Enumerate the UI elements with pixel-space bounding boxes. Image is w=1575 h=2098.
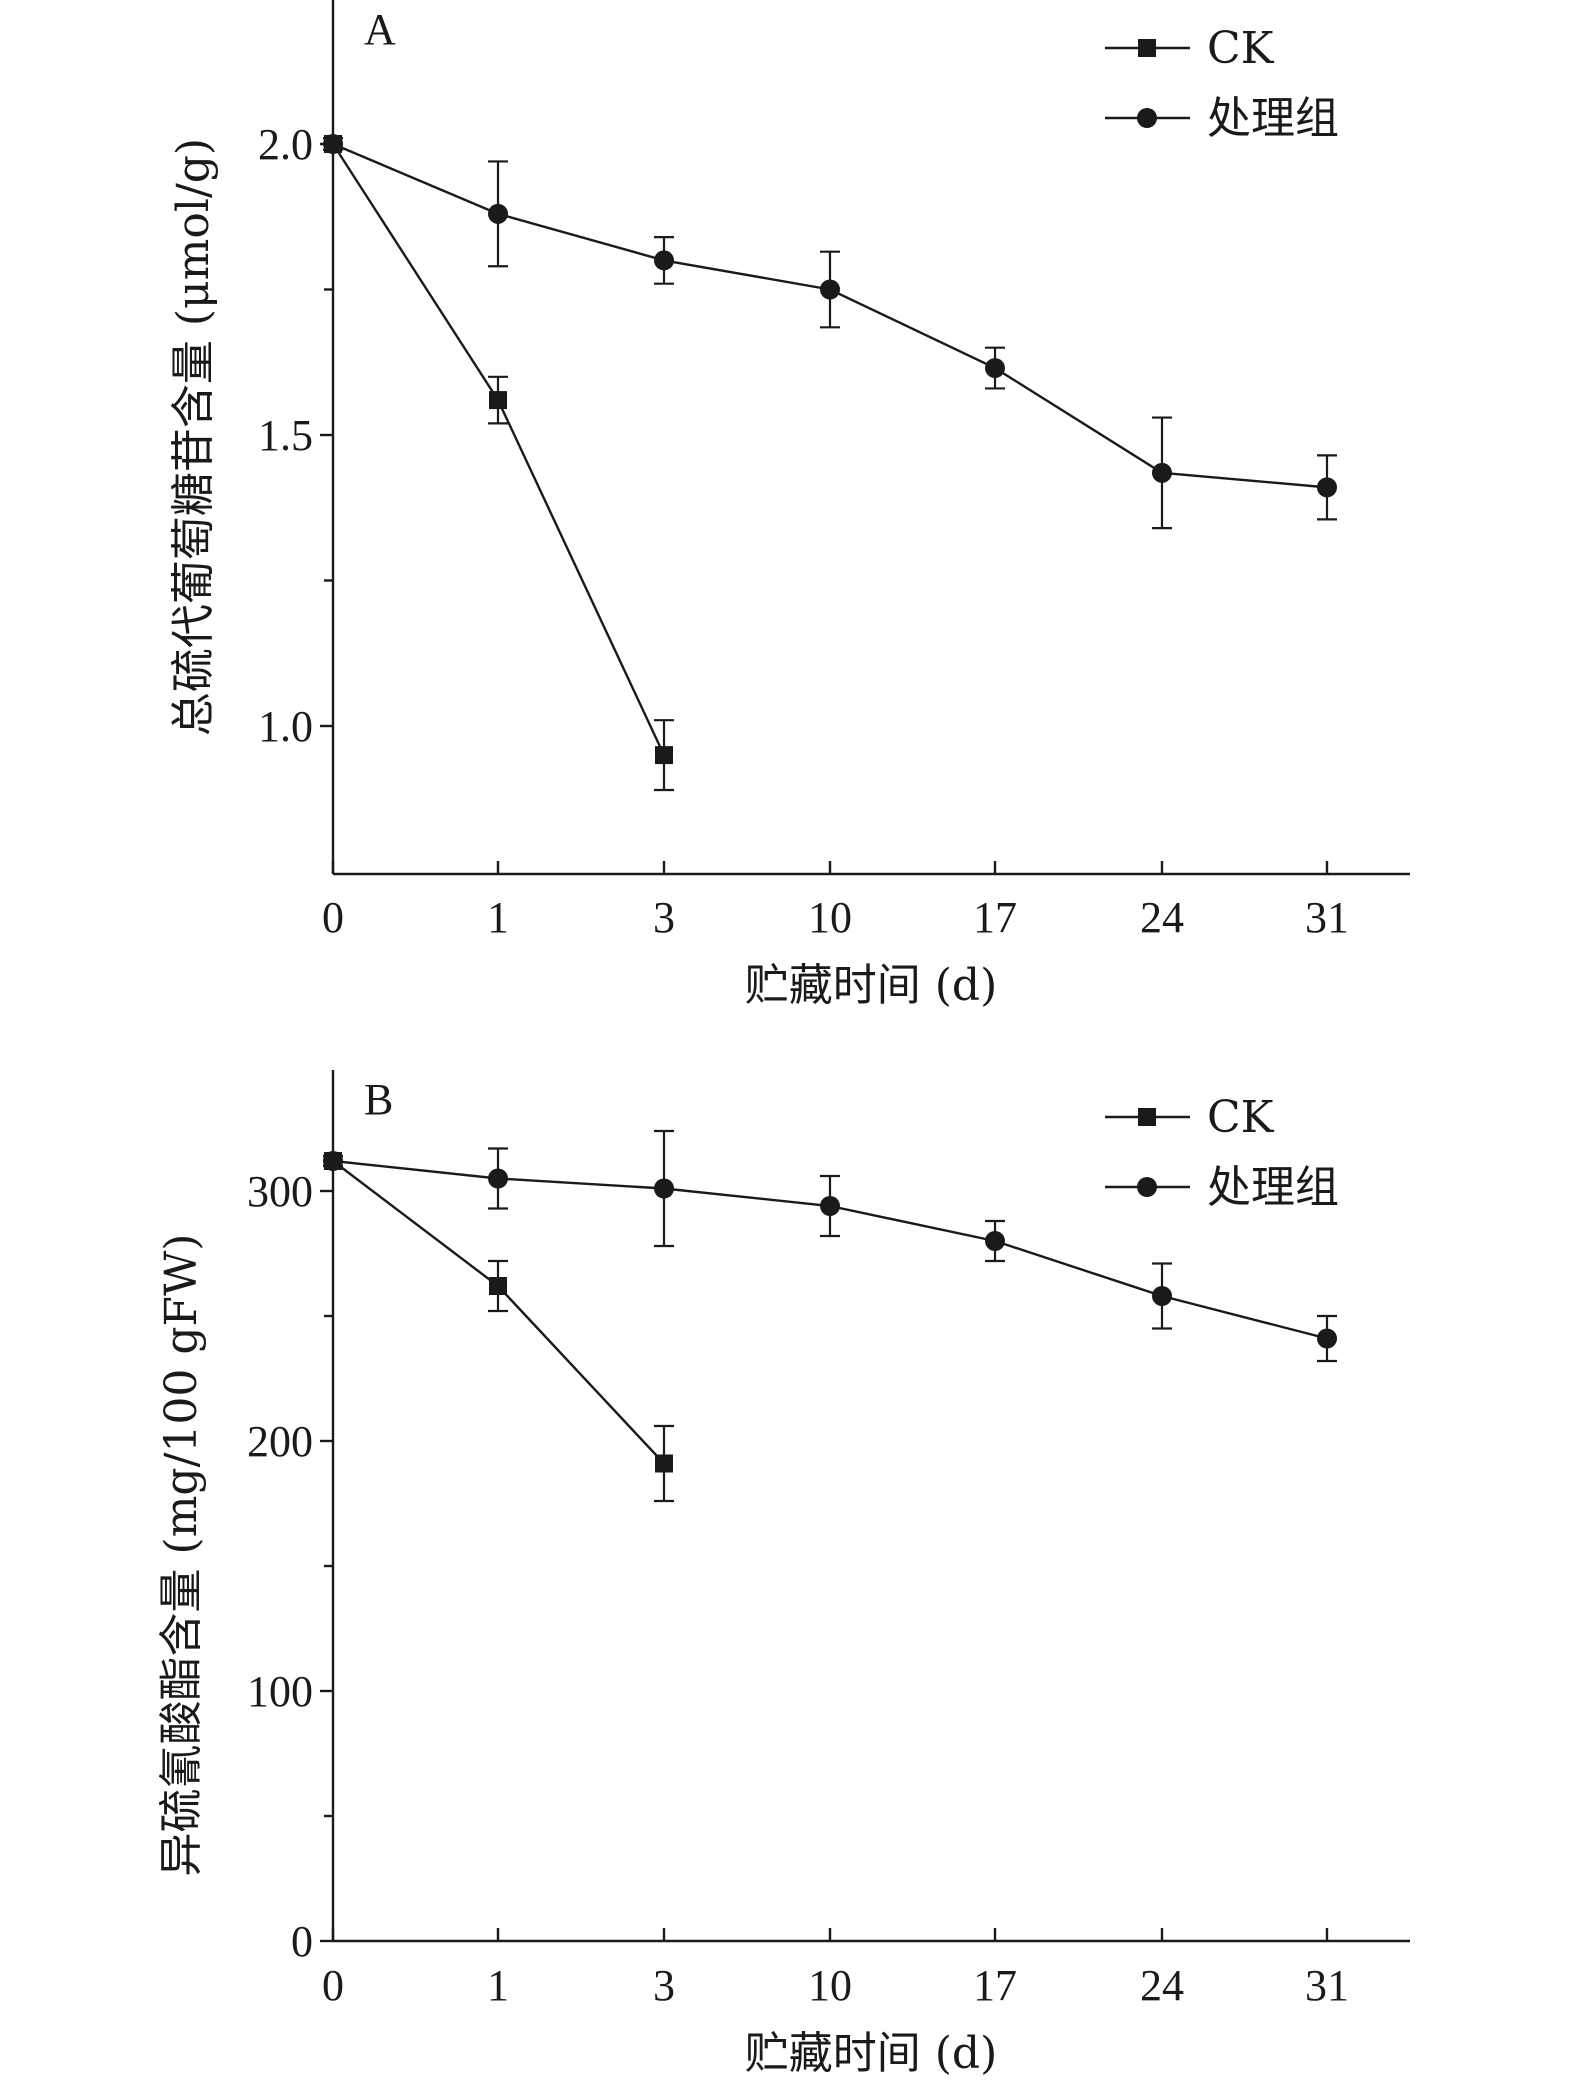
chart-panel-a: 1.0 1.5 2.0 0 1 3 10 17 24 31 贮藏时间 (d) 总硫代葡萄糖苷含量 (μ… xyxy=(168,0,1410,1011)
legend-marker-square xyxy=(1138,1108,1156,1126)
x-tick-label: 17 xyxy=(973,893,1017,942)
x-tick-label: 17 xyxy=(973,1961,1017,2010)
legend-marker-circle xyxy=(1137,108,1157,128)
data-point-treatment xyxy=(323,134,343,154)
x-tick-label: 31 xyxy=(1305,893,1349,942)
panel-label: A xyxy=(364,5,396,54)
x-tick-label: 10 xyxy=(808,893,852,942)
y-axis-title: 异硫氰酸酯含量 (mg/100 gFW) xyxy=(156,1234,207,1877)
data-point-treatment xyxy=(1317,477,1337,498)
data-point-treatment xyxy=(820,1196,840,1216)
data-point-ck xyxy=(489,1277,507,1295)
legend-marker-circle xyxy=(1137,1177,1157,1197)
x-tick-label: 3 xyxy=(653,893,675,942)
data-point-treatment xyxy=(654,250,674,271)
data-point-treatment xyxy=(985,358,1005,379)
x-tick-label: 1 xyxy=(487,893,509,942)
legend-label: CK xyxy=(1207,23,1275,74)
y-axis-title: 总硫代葡萄糖苷含量 (μmol/g) xyxy=(168,138,219,736)
x-tick-label: 10 xyxy=(808,1961,852,2010)
data-point-ck xyxy=(655,746,673,765)
y-tick-label: 2.0 xyxy=(258,120,313,169)
data-point-treatment xyxy=(323,1151,343,1171)
x-axis-title: 贮藏时间 (d) xyxy=(745,2028,997,2079)
data-point-treatment xyxy=(820,279,840,300)
legend-marker-square xyxy=(1138,39,1156,57)
x-axis-title: 贮藏时间 (d) xyxy=(745,960,997,1011)
data-point-treatment xyxy=(488,203,508,224)
y-tick-label: 200 xyxy=(247,1417,313,1466)
data-point-treatment xyxy=(1152,1286,1172,1306)
x-tick-label: 24 xyxy=(1140,1961,1184,2010)
legend-label: 处理组 xyxy=(1207,1162,1339,1213)
data-point-treatment xyxy=(1152,462,1172,483)
y-tick-label: 0 xyxy=(291,1917,313,1966)
y-tick-label: 300 xyxy=(247,1167,313,1216)
x-tick-label: 31 xyxy=(1305,1961,1349,2010)
panel-label: B xyxy=(364,1075,393,1124)
data-point-treatment xyxy=(1317,1328,1337,1349)
data-point-treatment xyxy=(654,1178,674,1199)
x-tick-label: 0 xyxy=(322,893,344,942)
y-tick-label: 100 xyxy=(247,1667,313,1716)
data-point-ck xyxy=(655,1454,673,1473)
data-point-ck xyxy=(489,391,507,410)
data-point-treatment xyxy=(488,1168,508,1189)
x-tick-label: 0 xyxy=(322,1961,344,2010)
y-tick-label: 1.0 xyxy=(258,702,313,751)
x-tick-label: 24 xyxy=(1140,893,1184,942)
x-tick-label: 3 xyxy=(653,1961,675,2010)
x-tick-label: 1 xyxy=(487,1961,509,2010)
data-point-treatment xyxy=(985,1231,1005,1251)
legend-label: 处理组 xyxy=(1207,93,1339,144)
y-tick-label: 1.5 xyxy=(258,411,313,460)
legend-label: CK xyxy=(1207,1092,1275,1143)
chart-panel-b: 0 100 200 300 0 1 3 10 17 24 31 贮藏时间 (d) 异硫氰酸酯含量 (mg… xyxy=(156,1070,1410,2079)
